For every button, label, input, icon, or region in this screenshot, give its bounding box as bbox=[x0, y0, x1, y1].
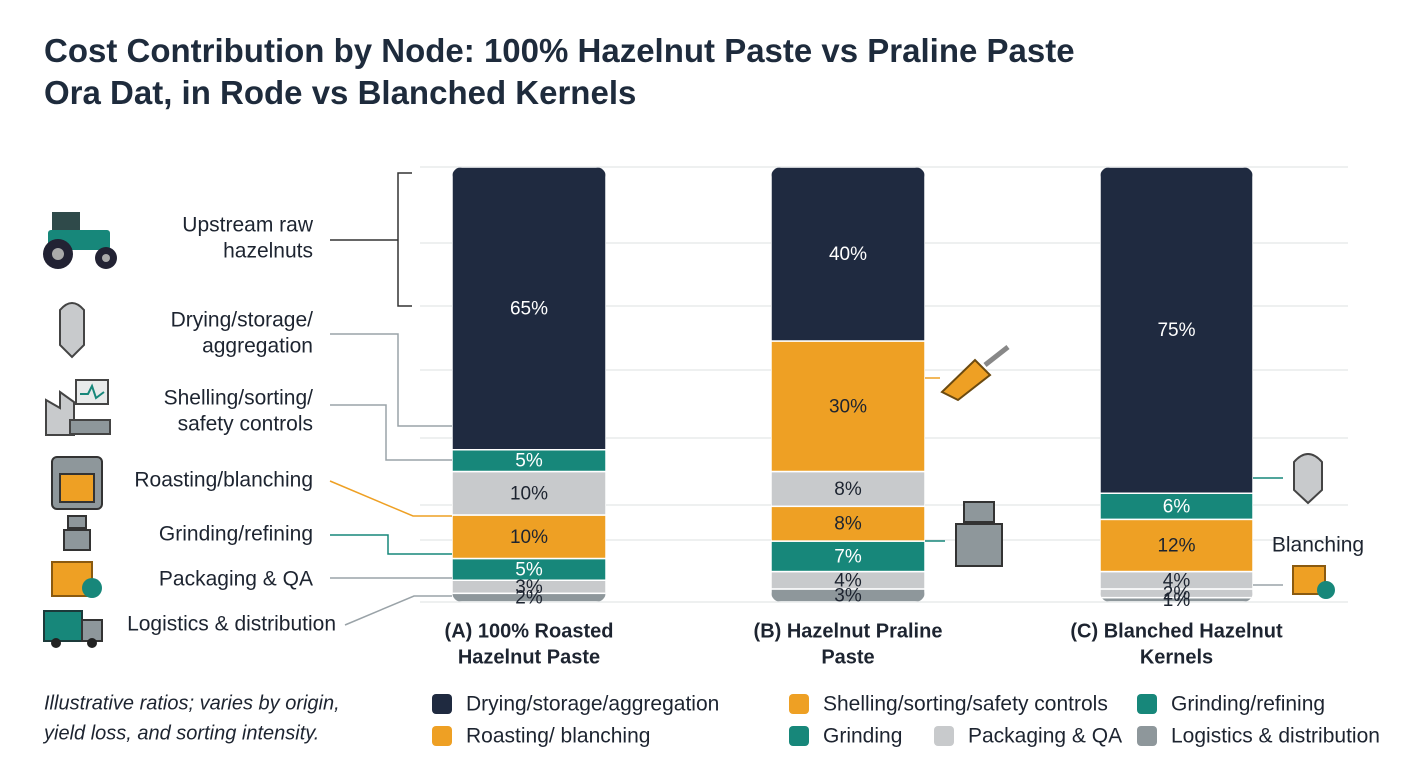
value-label: 6% bbox=[1163, 496, 1191, 517]
bar-stack bbox=[452, 167, 606, 602]
legend-label: Packaging & QA bbox=[968, 725, 1122, 748]
bar-stack bbox=[1100, 167, 1253, 602]
bar-segment bbox=[771, 470, 925, 508]
value-label: 30% bbox=[829, 396, 867, 417]
value-label: 12% bbox=[1157, 535, 1195, 556]
tractor-icon bbox=[43, 212, 117, 269]
value-label: 65% bbox=[510, 298, 548, 319]
factory-icon bbox=[45, 379, 111, 436]
x-tick-label: (C) Blanched Hazelnut bbox=[1070, 620, 1283, 642]
grinder-icon bbox=[63, 515, 91, 551]
grinder-icon bbox=[955, 501, 1003, 567]
bar-segment bbox=[452, 514, 606, 560]
value-label: 3% bbox=[834, 585, 862, 606]
x-tick-label: Kernels bbox=[1140, 646, 1213, 668]
oven-icon bbox=[51, 456, 103, 510]
icons bbox=[43, 212, 1335, 648]
box-icon bbox=[1292, 565, 1335, 599]
connectors bbox=[329, 172, 1283, 626]
x-tick-label: Hazelnut Paste bbox=[458, 646, 600, 668]
node-label: aggregation bbox=[202, 335, 313, 358]
bar-segment bbox=[452, 470, 606, 516]
legend-label: Grinding bbox=[823, 725, 902, 748]
bar-segment bbox=[771, 167, 925, 342]
node-label: Packaging & QA bbox=[159, 568, 313, 591]
value-label: 4% bbox=[834, 570, 862, 591]
node-label: Drying/storage/ bbox=[171, 309, 314, 332]
value-label: 1% bbox=[1163, 590, 1191, 611]
bar-segment bbox=[771, 340, 925, 473]
legend-swatch bbox=[934, 726, 954, 746]
legend-swatch bbox=[1137, 694, 1157, 714]
node-label: safety controls bbox=[178, 413, 313, 436]
truck-icon bbox=[43, 610, 103, 648]
node-label: Upstream raw bbox=[182, 214, 314, 237]
node-label: Logistics & distribution bbox=[127, 613, 336, 636]
bar-segment bbox=[1100, 167, 1253, 494]
value-label: 7% bbox=[834, 546, 862, 567]
value-label: 5% bbox=[515, 559, 543, 580]
x-tick-label: (B) Hazelnut Praline bbox=[754, 620, 943, 642]
legend-label: Drying/storage/aggregation bbox=[466, 693, 719, 716]
value-label: 10% bbox=[510, 483, 548, 504]
bar-segment bbox=[452, 167, 606, 451]
legend-swatch bbox=[432, 694, 452, 714]
value-label: 75% bbox=[1157, 320, 1195, 341]
footnote: yield loss, and sorting intensity. bbox=[42, 722, 319, 744]
box-icon bbox=[51, 561, 102, 598]
node-label: hazelnuts bbox=[223, 240, 313, 263]
silo-icon bbox=[59, 302, 85, 359]
x-tick-label: (A) 100% Roasted bbox=[445, 620, 614, 642]
value-label: 4% bbox=[1163, 570, 1191, 591]
value-label: 3% bbox=[515, 577, 543, 598]
legend-label: Roasting/ blanching bbox=[466, 725, 650, 748]
value-label: 2% bbox=[1163, 583, 1191, 604]
scoop-icon bbox=[940, 345, 1010, 402]
legend-swatch bbox=[789, 694, 809, 714]
x-tick-label: Paste bbox=[821, 646, 874, 668]
legend-label: Grinding/refining bbox=[1171, 693, 1325, 716]
legend-swatch bbox=[432, 726, 452, 746]
legend-label: Logistics & distribution bbox=[1171, 725, 1380, 748]
silo-icon bbox=[1293, 453, 1323, 505]
node-label: Grinding/refining bbox=[159, 523, 313, 546]
chart-title: Cost Contribution by Node: 100% Hazelnut… bbox=[44, 32, 1075, 69]
chart-title: Ora Dat, in Rode vs Blanched Kernels bbox=[44, 74, 636, 111]
annotation: Blanching bbox=[1272, 534, 1364, 557]
value-label: 2% bbox=[515, 588, 543, 609]
legend-label: Shelling/sorting/safety controls bbox=[823, 693, 1108, 716]
legend-swatch bbox=[1137, 726, 1157, 746]
value-label: 10% bbox=[510, 527, 548, 548]
footnote: Illustrative ratios; varies by origin, bbox=[44, 692, 340, 714]
node-label: Roasting/blanching bbox=[134, 469, 313, 492]
legend-swatch bbox=[789, 726, 809, 746]
bar-stack bbox=[771, 167, 925, 602]
value-label: 8% bbox=[834, 514, 862, 535]
value-label: 8% bbox=[834, 479, 862, 500]
node-label: Shelling/sorting/ bbox=[164, 387, 314, 410]
bar-segment bbox=[1100, 518, 1253, 573]
value-label: 40% bbox=[829, 244, 867, 265]
value-label: 5% bbox=[515, 451, 543, 472]
